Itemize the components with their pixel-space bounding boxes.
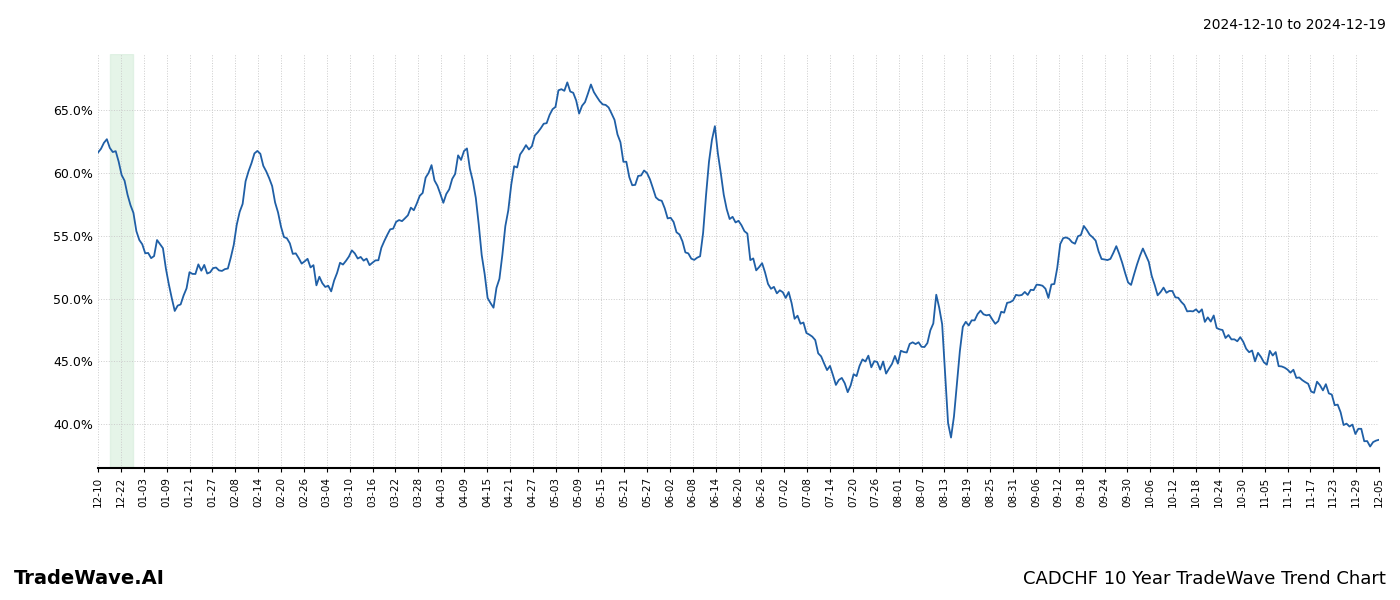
Text: 2024-12-10 to 2024-12-19: 2024-12-10 to 2024-12-19 xyxy=(1203,18,1386,32)
Text: TradeWave.AI: TradeWave.AI xyxy=(14,569,165,588)
Bar xyxy=(109,54,133,468)
Text: CADCHF 10 Year TradeWave Trend Chart: CADCHF 10 Year TradeWave Trend Chart xyxy=(1023,570,1386,588)
